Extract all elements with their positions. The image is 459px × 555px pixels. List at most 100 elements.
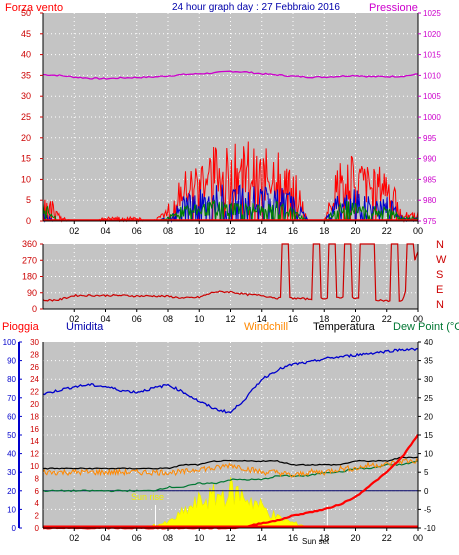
x-tick-label: 16 [288, 533, 298, 543]
x-tick-label: 00 [413, 226, 423, 236]
rain-tick-label: 14 [30, 437, 39, 446]
compass-label: N [436, 239, 444, 251]
humidity-tick-label: 80 [7, 375, 16, 384]
y-left-tick-label: 180 [22, 272, 37, 282]
wind-direction-grid [43, 244, 418, 309]
wind-speed-label: Forza vento [5, 2, 63, 14]
humidity-tick-label: 50 [7, 431, 16, 440]
rain-tick-label: 6 [35, 487, 40, 496]
wind-pressure-axes: 0510152025303540455097598098599099510001… [21, 8, 441, 236]
rain-tick-label: 0 [35, 524, 40, 533]
humidity-tick-label: 30 [7, 468, 16, 477]
graph-title: 24 hour graph day : 27 Febbraio 2016 [172, 2, 340, 13]
windchill-line [42, 457, 419, 478]
x-tick-label: 22 [382, 226, 392, 236]
x-tick-label: 12 [225, 314, 235, 324]
y-right-tick-label: 980 [423, 196, 437, 205]
x-tick-label: 18 [319, 226, 329, 236]
y-right-tick-label: 990 [423, 155, 437, 164]
rain-tick-label: 20 [30, 400, 39, 409]
sunset-label: Sun set [302, 537, 330, 546]
temperature-tick-label: -5 [424, 505, 432, 514]
humidity-tick-label: 70 [7, 394, 16, 403]
y-left-tick-label: 15 [21, 154, 31, 164]
x-tick-label: 18 [319, 314, 329, 324]
x-tick-label: 04 [100, 533, 110, 543]
x-tick-label: 08 [163, 314, 173, 324]
pressure-label: Pressione [369, 2, 418, 14]
wind-pressure-grid [43, 13, 418, 221]
y-right-tick-label: 1025 [423, 9, 441, 18]
wind-direction-series [42, 243, 419, 303]
pressure-line [43, 70, 419, 80]
x-tick-label: 20 [350, 533, 360, 543]
x-tick-label: 10 [194, 314, 204, 324]
x-tick-label: 04 [100, 226, 110, 236]
x-tick-label: 10 [194, 533, 204, 543]
rain-tick-label: 22 [30, 388, 39, 397]
x-tick-label: 10 [194, 226, 204, 236]
rain-tick-label: 10 [30, 462, 39, 471]
y-left-tick-label: 35 [21, 70, 31, 80]
rain-tick-label: 26 [30, 363, 39, 372]
y-left-tick-label: 360 [22, 239, 37, 249]
humidity-tick-label: 0 [12, 524, 17, 533]
y-right-tick-label: 1005 [423, 92, 441, 101]
compass-label: S [436, 269, 443, 281]
humidity-tick-label: 90 [7, 357, 16, 366]
x-tick-label: 06 [132, 533, 142, 543]
y-left-tick-label: 40 [21, 50, 31, 60]
x-tick-label: 16 [288, 226, 298, 236]
legend-rain: Pioggia [2, 321, 40, 333]
x-tick-label: 08 [163, 226, 173, 236]
rain-tick-label: 24 [30, 375, 39, 384]
x-tick-label: 02 [69, 226, 79, 236]
legend-dew-point: Dew Point (°C [393, 321, 459, 333]
rain-tick-label: 18 [30, 412, 39, 421]
y-left-tick-label: 30 [21, 91, 31, 101]
y-left-tick-label: 10 [21, 174, 31, 184]
x-tick-label: 00 [413, 314, 423, 324]
y-right-tick-label: 1020 [423, 30, 441, 39]
wind-direction-line [42, 243, 419, 303]
humidity-line [42, 347, 419, 414]
y-left-tick-label: 0 [26, 216, 31, 226]
compass-label: W [436, 254, 447, 266]
x-tick-label: 06 [132, 226, 142, 236]
rain-tick-label: 12 [30, 450, 39, 459]
y-left-tick-label: 90 [27, 288, 37, 298]
rain-tick-label: 28 [30, 350, 39, 359]
dew-point-line [42, 460, 419, 493]
x-tick-label: 12 [225, 226, 235, 236]
sunrise-label: Sun rise [131, 492, 164, 502]
x-tick-label: 00 [413, 533, 423, 543]
y-right-tick-label: 1015 [423, 51, 441, 60]
y-left-tick-label: 20 [21, 133, 31, 143]
rain-tick-label: 16 [30, 425, 39, 434]
rain-tick-label: 8 [35, 474, 40, 483]
x-tick-label: 06 [132, 314, 142, 324]
x-tick-label: 12 [225, 533, 235, 543]
y-left-tick-label: 270 [22, 255, 37, 265]
y-left-tick-label: 50 [21, 8, 31, 18]
y-right-tick-label: 985 [423, 175, 437, 184]
legend-windchill: Windchill [244, 321, 288, 333]
rain-tick-label: 30 [30, 338, 39, 347]
x-tick-label: 18 [319, 533, 329, 543]
x-tick-label: 04 [100, 314, 110, 324]
x-tick-label: 14 [257, 314, 267, 324]
temperature-tick-label: 25 [424, 394, 433, 403]
compass-label: N [436, 299, 444, 311]
temperature-tick-label: 20 [424, 412, 433, 421]
legend-humidity: Umidita [66, 321, 104, 333]
x-tick-label: 22 [382, 314, 392, 324]
y-left-tick-label: 45 [21, 29, 31, 39]
temperature-tick-label: 10 [424, 450, 433, 459]
y-right-tick-label: 1000 [423, 113, 441, 122]
x-tick-label: 20 [350, 226, 360, 236]
temperature-tick-label: 30 [424, 375, 433, 384]
x-tick-label: 16 [288, 314, 298, 324]
humidity-tick-label: 10 [7, 505, 16, 514]
